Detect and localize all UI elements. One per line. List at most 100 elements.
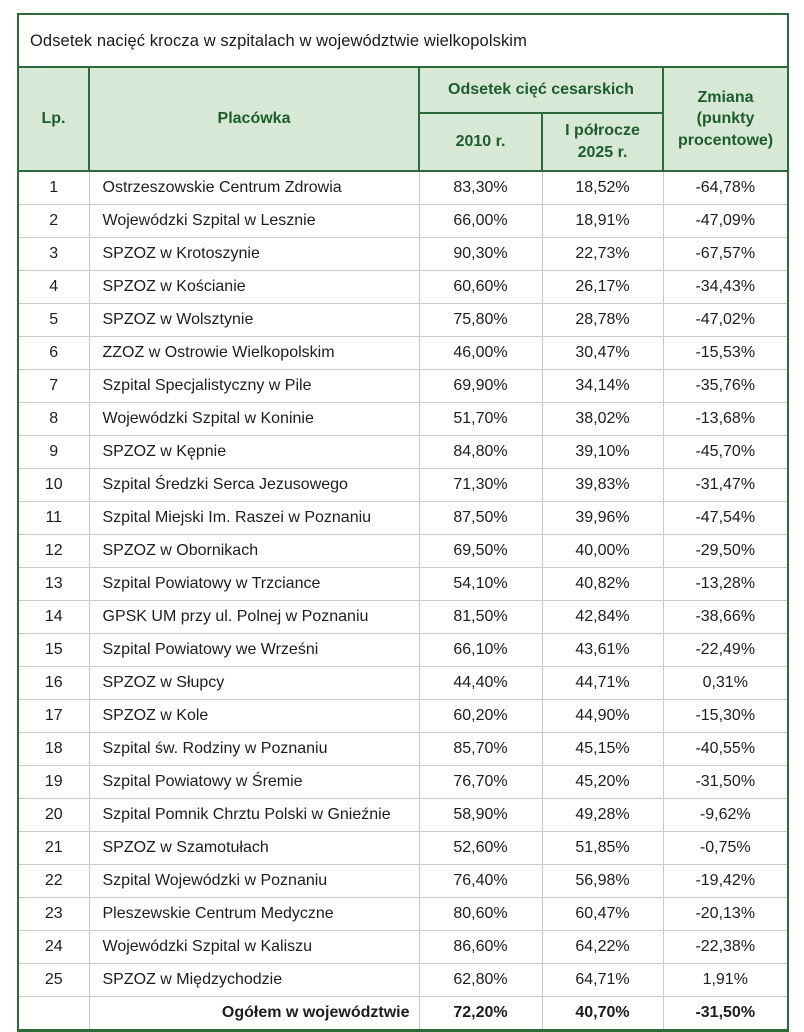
value-2010: 81,50% [418,600,543,634]
row-number: 16 [19,666,90,700]
table-row: 5 SPZOZ w Wolsztynie 75,80% 28,78% -47,02% [19,303,787,337]
value-change: -38,66% [662,600,787,634]
value-2025: 49,28% [541,798,664,832]
table-row: 14 GPSK UM przy ul. Polnej w Poznaniu 81,5… [19,600,787,634]
table-footer: Ogółem w województwie 72,20% 40,70% -31,… [19,996,787,1029]
value-change: -31,50% [662,765,787,799]
table-row: 9 SPZOZ w Kępnie 84,80% 39,10% -45,70% [19,435,787,469]
hospital-name: Szpital Powiatowy w Śremie [88,765,420,799]
table-row: 20 Szpital Pomnik Chrztu Polski w Gnieźni… [19,798,787,832]
hospital-name: SPZOZ w Szamotułach [88,831,420,865]
total-row: Ogółem w województwie 72,20% 40,70% -31,… [19,996,787,1029]
value-change: -45,70% [662,435,787,469]
hospital-name: Wojewódzki Szpital w Koninie [88,402,420,436]
value-2025: 18,52% [541,170,664,205]
value-2010: 84,80% [418,435,543,469]
value-2010: 51,70% [418,402,543,436]
value-2025: 39,96% [541,501,664,535]
value-2010: 71,30% [418,468,543,502]
value-change: -40,55% [662,732,787,766]
hospital-name: SPZOZ w Międzychodzie [88,963,420,997]
hospital-name: Szpital Specjalistyczny w Pile [88,369,420,403]
row-number: 3 [19,237,90,271]
row-number: 10 [19,468,90,502]
value-2010: 90,30% [418,237,543,271]
value-2010: 76,70% [418,765,543,799]
value-change: -0,75% [662,831,787,865]
row-number: 12 [19,534,90,568]
value-2010: 76,40% [418,864,543,898]
value-2025: 40,82% [541,567,664,601]
table-row: 21 SPZOZ w Szamotułach 52,60% 51,85% -0,75% [19,831,787,865]
value-2025: 45,15% [541,732,664,766]
hospital-name: SPZOZ w Wolsztynie [88,303,420,337]
value-2025: 44,71% [541,666,664,700]
table-row: 13 Szpital Powiatowy w Trzciance 54,10% 40,… [19,567,787,601]
hospital-name: GPSK UM przy ul. Polnej w Poznaniu [88,600,420,634]
row-number: 13 [19,567,90,601]
value-change: -22,49% [662,633,787,667]
table-row: 23 Pleszewskie Centrum Medyczne 80,60% 60,4… [19,897,787,931]
col-header-zmiana: Zmiana (punkty procentowe) [662,68,787,172]
total-value-change: -31,50% [662,996,787,1029]
value-2025: 51,85% [541,831,664,865]
col-header-placowka: Placówka [88,68,420,172]
col-header-group-cesarskie: Odsetek cięć cesarskich [418,68,664,114]
value-2010: 69,90% [418,369,543,403]
table-row: 6 ZZOZ w Ostrowie Wielkopolskim 46,00% 30,4… [19,336,787,370]
value-change: -13,28% [662,567,787,601]
row-number: 7 [19,369,90,403]
table-row: 15 Szpital Powiatowy we Wrześni 66,10% 43,6… [19,633,787,667]
row-number: 24 [19,930,90,964]
row-number: 9 [19,435,90,469]
value-2010: 44,40% [418,666,543,700]
value-2025: 45,20% [541,765,664,799]
hospital-name: SPZOZ w Kępnie [88,435,420,469]
value-change: 0,31% [662,666,787,700]
table-row: 18 Szpital św. Rodziny w Poznaniu 85,70% 45… [19,732,787,766]
total-value-2010: 72,20% [418,996,543,1029]
value-2025: 30,47% [541,336,664,370]
value-change: -35,76% [662,369,787,403]
value-2010: 60,60% [418,270,543,304]
hospital-name: SPZOZ w Słupcy [88,666,420,700]
row-number: 8 [19,402,90,436]
value-2010: 58,90% [418,798,543,832]
value-change: -31,47% [662,468,787,502]
table-row: 25 SPZOZ w Międzychodzie 62,80% 64,71% 1,91% [19,963,787,997]
value-2025: 26,17% [541,270,664,304]
table-row: 12 SPZOZ w Obornikach 69,50% 40,00% -29,50% [19,534,787,568]
row-number: 18 [19,732,90,766]
table-row: 10 Szpital Średzki Serca Jezusowego 71,30%… [19,468,787,502]
table-row: 11 Szpital Miejski Im. Raszei w Poznaniu 8… [19,501,787,535]
value-2010: 60,20% [418,699,543,733]
hospitals-table: Lp. Placówka Odsetek cięć cesarskich Zmi… [19,68,787,1029]
hospital-name: SPZOZ w Kościanie [88,270,420,304]
row-number: 5 [19,303,90,337]
value-2010: 87,50% [418,501,543,535]
value-2025: 44,90% [541,699,664,733]
total-empty-cell [19,996,90,1029]
value-2010: 66,00% [418,204,543,238]
hospital-name: Wojewódzki Szpital w Kaliszu [88,930,420,964]
table-row: 17 SPZOZ w Kole 60,20% 44,90% -15,30% [19,699,787,733]
table-row: 2 Wojewódzki Szpital w Lesznie 66,00% 18,91… [19,204,787,238]
value-change: -19,42% [662,864,787,898]
value-2025: 22,73% [541,237,664,271]
hospital-name: Szpital Miejski Im. Raszei w Poznaniu [88,501,420,535]
value-2025: 39,83% [541,468,664,502]
value-change: -15,30% [662,699,787,733]
table-row: 8 Wojewódzki Szpital w Koninie 51,70% 38,02… [19,402,787,436]
total-label: Ogółem w województwie [88,996,420,1029]
value-2025: 60,47% [541,897,664,931]
table-header: Lp. Placówka Odsetek cięć cesarskich Zmi… [19,68,787,172]
value-2010: 46,00% [418,336,543,370]
value-change: -29,50% [662,534,787,568]
value-2025: 43,61% [541,633,664,667]
col-header-lp: Lp. [19,68,90,172]
value-change: -13,68% [662,402,787,436]
value-2010: 54,10% [418,567,543,601]
value-change: -34,43% [662,270,787,304]
row-number: 14 [19,600,90,634]
value-2010: 86,60% [418,930,543,964]
